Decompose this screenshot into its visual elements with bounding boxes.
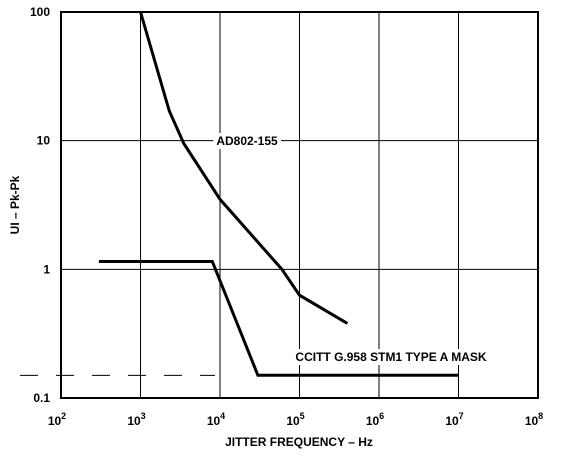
annotation-label: CCITT G.958 STM1 TYPE A MASK (295, 350, 486, 364)
plot-frame (60, 11, 539, 399)
x-tick-exponent: 4 (220, 411, 225, 421)
annotation-labels: AD802-155 CCITT G.958 STM1 TYPE A MASK (213, 133, 490, 365)
y-axis-label: UI – Pk-Pk (8, 175, 22, 234)
x-tick-exponent: 8 (538, 411, 543, 421)
x-tick-label: 104 (207, 411, 225, 428)
x-tick-label: 103 (127, 411, 145, 428)
x-tick-exponent: 5 (300, 411, 305, 421)
series-line-0 (139, 11, 349, 325)
series-line-1 (98, 260, 459, 377)
x-tick-base: 10 (286, 414, 300, 428)
y-tick-label: 0.1 (33, 391, 50, 405)
y-tick-label: 10 (37, 134, 51, 148)
x-tick-exponent: 6 (379, 411, 384, 421)
x-tick-base: 10 (48, 414, 62, 428)
annotation-label: AD802-155 (216, 134, 278, 148)
x-tick-label: 108 (525, 411, 543, 428)
x-tick-base: 10 (366, 414, 380, 428)
x-tick-label: 102 (48, 411, 66, 428)
x-tick-base: 10 (525, 414, 539, 428)
x-tick-base: 10 (127, 414, 141, 428)
x-tick-label: 105 (286, 411, 304, 428)
x-tick-exponent: 3 (141, 411, 146, 421)
series-layer (98, 11, 459, 377)
x-tick-label: 107 (445, 411, 463, 428)
x-tick-base: 10 (207, 414, 221, 428)
x-axis-label: JITTER FREQUENCY – Hz (225, 435, 373, 449)
y-tick-label: 100 (30, 5, 50, 19)
annotation-background (213, 133, 282, 149)
x-tick-exponent: 2 (61, 411, 66, 421)
grid-lines (20, 12, 538, 398)
annotation-background (292, 349, 490, 365)
x-tick-exponent: 7 (459, 411, 464, 421)
x-tick-label: 106 (366, 411, 384, 428)
x-tick-base: 10 (445, 414, 459, 428)
y-tick-label: 1 (43, 262, 50, 276)
